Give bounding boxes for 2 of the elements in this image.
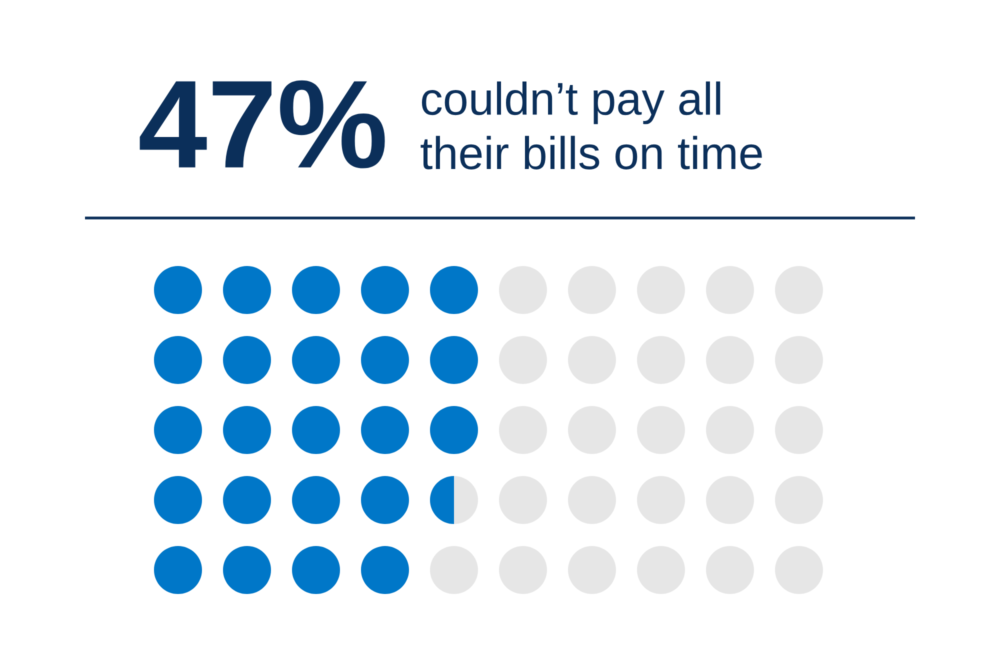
text: couldn’t pay all their bills on time	[420, 81, 762, 170]
data-label: 47%	[140, 80, 385, 168]
